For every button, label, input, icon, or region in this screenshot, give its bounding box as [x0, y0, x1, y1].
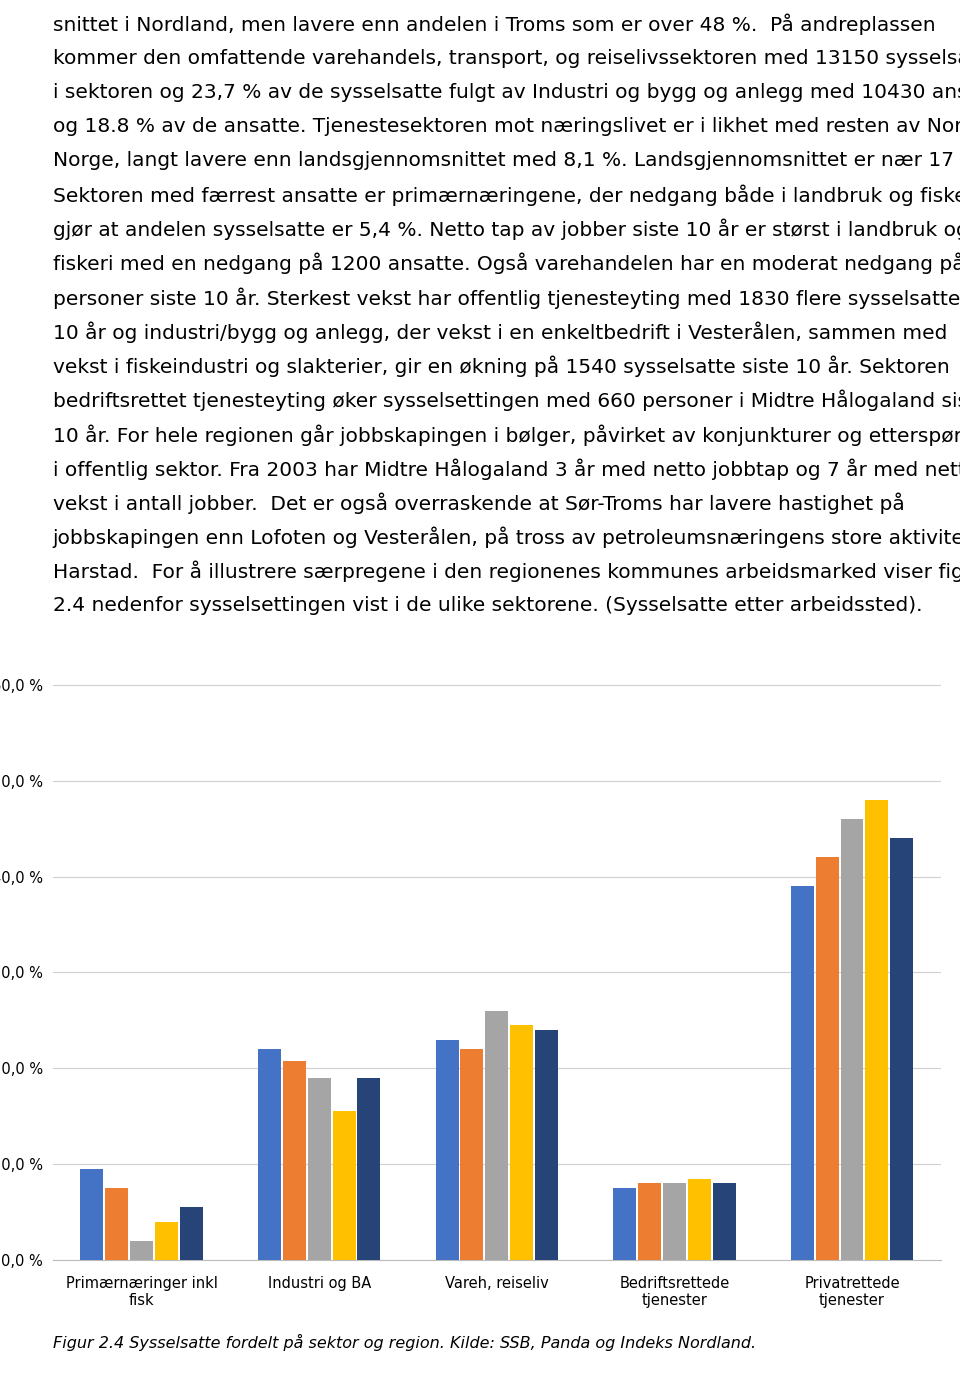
Text: fiskeri med en nedgang på 1200 ansatte. Også varehandelen har en moderat nedgang: fiskeri med en nedgang på 1200 ansatte. …: [53, 253, 960, 274]
Text: og 18.8 % av de ansatte. Tjenestesektoren mot næringslivet er i likhet med reste: og 18.8 % av de ansatte. Tjenestesektore…: [53, 118, 960, 136]
Text: vekst i fiskeindustri og slakterier, gir en økning på 1540 sysselsatte siste 10 : vekst i fiskeindustri og slakterier, gir…: [53, 356, 949, 377]
Text: personer siste 10 år. Sterkest vekst har offentlig tjenesteyting med 1830 flere : personer siste 10 år. Sterkest vekst har…: [53, 287, 960, 308]
Bar: [180, 1207, 203, 1260]
Bar: [258, 1049, 281, 1260]
Bar: [663, 1183, 685, 1260]
Text: 10 år. For hele regionen går jobbskapingen i bølger, påvirket av konjunkturer og: 10 år. For hele regionen går jobbskaping…: [53, 424, 960, 445]
Bar: [865, 799, 888, 1260]
Bar: [283, 1061, 306, 1260]
Bar: [712, 1183, 735, 1260]
Bar: [155, 1222, 178, 1260]
Bar: [131, 1240, 153, 1260]
Bar: [106, 1189, 129, 1260]
Bar: [613, 1189, 636, 1260]
Bar: [687, 1179, 710, 1260]
Text: Sektoren med færrest ansatte er primærnæringene, der nedgang både i landbruk og : Sektoren med færrest ansatte er primærnæ…: [53, 185, 960, 206]
Text: bedriftsrettet tjenesteyting øker sysselsettingen med 660 personer i Midtre Hålo: bedriftsrettet tjenesteyting øker syssel…: [53, 389, 960, 412]
Text: kommer den omfattende varehandels, transport, og reiselivssektoren med 13150 sys: kommer den omfattende varehandels, trans…: [53, 49, 960, 67]
Bar: [510, 1025, 533, 1260]
Bar: [81, 1169, 104, 1260]
Text: i offentlig sektor. Fra 2003 har Midtre Hålogaland 3 år med netto jobbtap og 7 å: i offentlig sektor. Fra 2003 har Midtre …: [53, 458, 960, 480]
Text: Figur 2.4 Sysselsatte fordelt på sektor og region. Kilde: SSB, Panda og Indeks N: Figur 2.4 Sysselsatte fordelt på sektor …: [53, 1334, 756, 1351]
Bar: [890, 839, 913, 1260]
Text: i sektoren og 23,7 % av de sysselsatte fulgt av Industri og bygg og anlegg med 1: i sektoren og 23,7 % av de sysselsatte f…: [53, 83, 960, 102]
Text: Harstad.  For å illustrere særpregene i den regionenes kommunes arbeidsmarked vi: Harstad. For å illustrere særpregene i d…: [53, 561, 960, 582]
Text: jobbskapingen enn Lofoten og Vesterålen, på tross av petroleumsnæringens store a: jobbskapingen enn Lofoten og Vesterålen,…: [53, 526, 960, 549]
Bar: [436, 1040, 459, 1260]
Bar: [841, 819, 863, 1260]
Text: Norge, langt lavere enn landsgjennomsnittet med 8,1 %. Landsgjennomsnittet er næ: Norge, langt lavere enn landsgjennomsnit…: [53, 151, 960, 171]
Text: vekst i antall jobber.  Det er også overraskende at Sør-Troms har lavere hastigh: vekst i antall jobber. Det er også overr…: [53, 493, 904, 514]
Bar: [461, 1049, 484, 1260]
Text: snittet i Nordland, men lavere enn andelen i Troms som er over 48 %.  På andrepl: snittet i Nordland, men lavere enn andel…: [53, 14, 935, 35]
Bar: [816, 857, 839, 1260]
Bar: [332, 1112, 355, 1260]
Bar: [308, 1078, 330, 1260]
Bar: [791, 886, 814, 1260]
Bar: [535, 1030, 558, 1260]
Bar: [638, 1183, 661, 1260]
Bar: [486, 1011, 508, 1260]
Bar: [357, 1078, 380, 1260]
Text: 2.4 nedenfor sysselsettingen vist i de ulike sektorene. (Sysselsatte etter arbei: 2.4 nedenfor sysselsettingen vist i de u…: [53, 596, 923, 616]
Text: 10 år og industri/bygg og anlegg, der vekst i en enkeltbedrift i Vesterålen, sam: 10 år og industri/bygg og anlegg, der ve…: [53, 322, 948, 343]
Text: gjør at andelen sysselsatte er 5,4 %. Netto tap av jobber siste 10 år er størst : gjør at andelen sysselsatte er 5,4 %. Ne…: [53, 218, 960, 241]
